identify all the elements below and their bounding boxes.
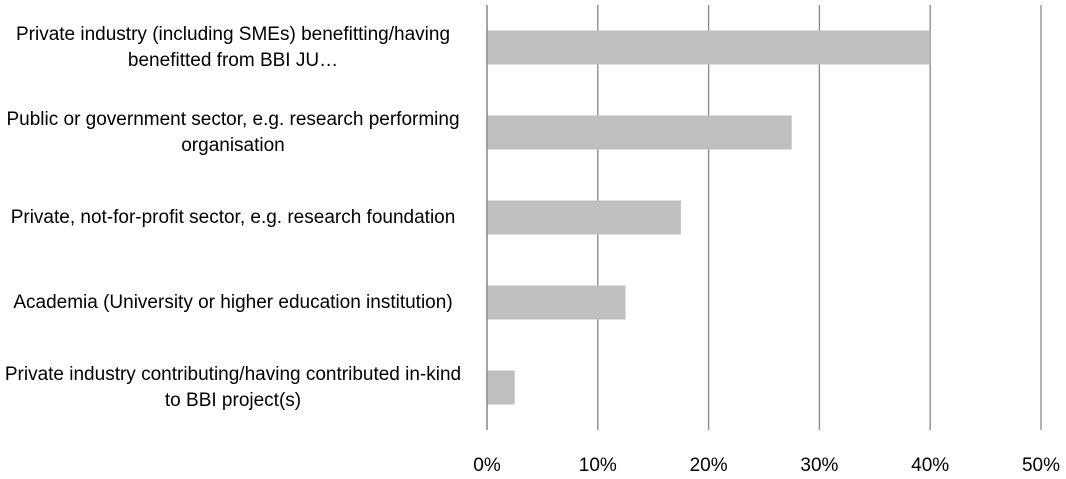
y-tick-label: Academia (University or higher education… [13, 291, 453, 313]
bar [487, 285, 626, 320]
x-tick-label: 10% [579, 455, 617, 476]
x-tick-label: 50% [1022, 455, 1060, 476]
y-tick-label: Private industry (including SMEs) benefi… [15, 23, 451, 71]
x-tick-label: 20% [690, 455, 728, 476]
bar [487, 115, 792, 150]
y-tick-label: Private, not-for-profit sector, e.g. res… [10, 206, 456, 228]
x-tick-label: 30% [800, 455, 838, 476]
bar [487, 30, 931, 65]
y-tick-label: Private industry contributing/having con… [4, 363, 462, 411]
bar [487, 370, 515, 405]
y-tick-label: Public or government sector, e.g. resear… [6, 108, 460, 156]
bar [487, 200, 681, 235]
x-tick-label: 40% [911, 455, 949, 476]
x-tick-label: 0% [473, 455, 501, 476]
